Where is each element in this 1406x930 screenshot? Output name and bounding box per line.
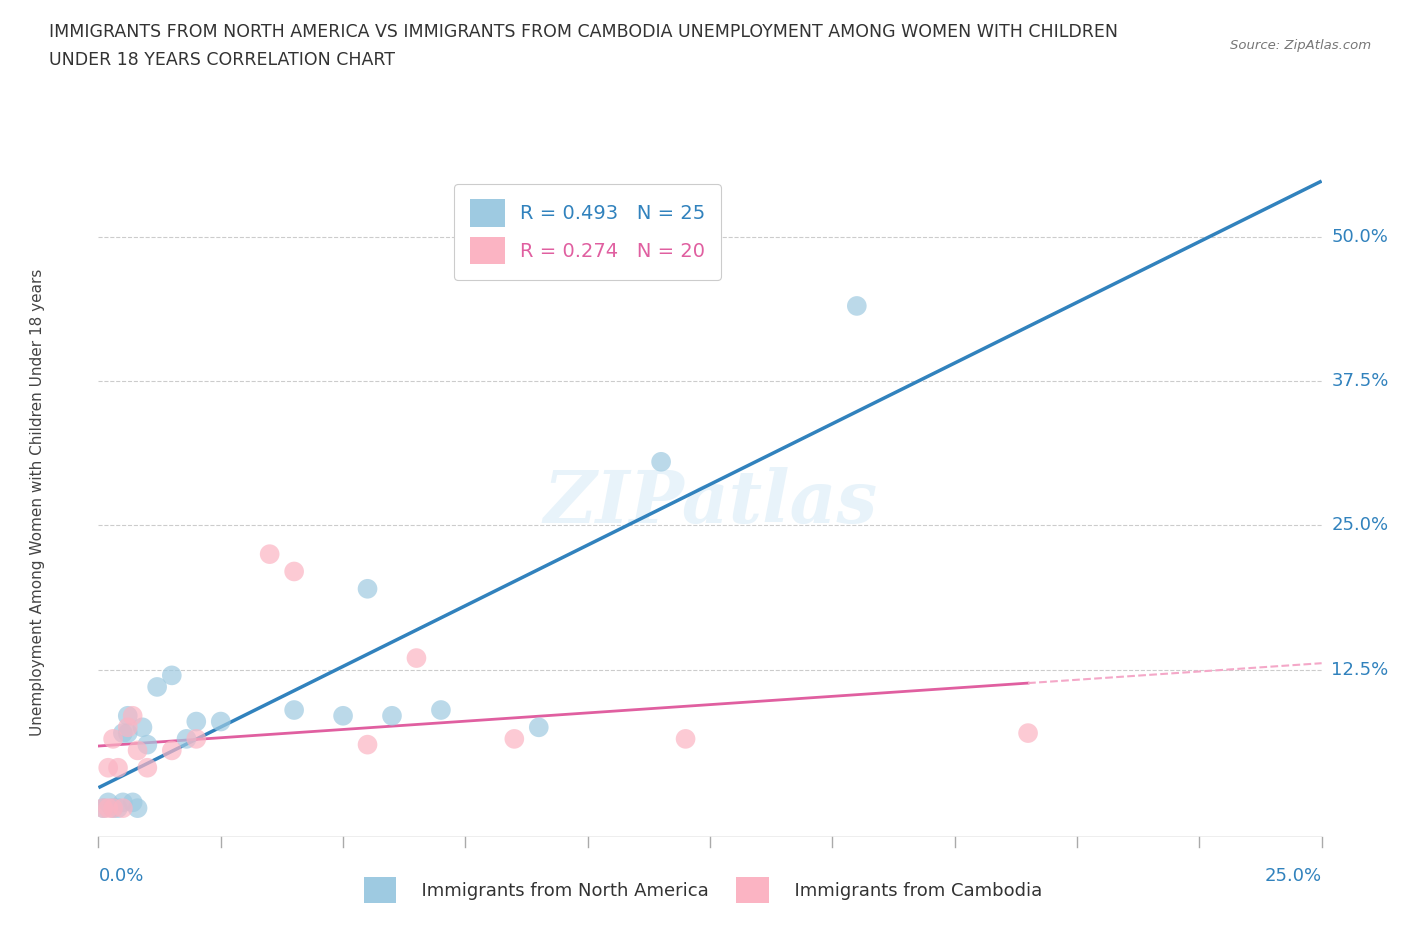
Point <box>381 709 404 724</box>
Point <box>503 731 526 746</box>
Text: Unemployment Among Women with Children Under 18 years: Unemployment Among Women with Children U… <box>30 269 45 736</box>
Point <box>101 731 124 746</box>
Point <box>176 731 198 746</box>
Point <box>97 801 120 816</box>
Text: 25.0%: 25.0% <box>1264 867 1322 885</box>
Point <box>405 651 427 666</box>
Point <box>356 737 378 752</box>
Text: 0.0%: 0.0% <box>98 867 143 885</box>
Point <box>97 795 120 810</box>
Text: 50.0%: 50.0% <box>1331 228 1388 246</box>
Point <box>136 761 159 776</box>
Text: UNDER 18 YEARS CORRELATION CHART: UNDER 18 YEARS CORRELATION CHART <box>49 51 395 69</box>
Point <box>356 581 378 596</box>
Legend: R = 0.493   N = 25, R = 0.274   N = 20: R = 0.493 N = 25, R = 0.274 N = 20 <box>454 184 721 280</box>
Text: ZIPatlas: ZIPatlas <box>543 467 877 538</box>
Text: 25.0%: 25.0% <box>1331 516 1389 535</box>
Point <box>650 455 672 470</box>
Point <box>283 564 305 578</box>
Point <box>91 801 114 816</box>
Point <box>186 731 208 746</box>
Point <box>259 547 281 562</box>
Point <box>121 795 143 810</box>
Point <box>160 743 183 758</box>
Point <box>91 801 114 816</box>
Point <box>527 720 550 735</box>
Point <box>117 720 139 735</box>
Text: IMMIGRANTS FROM NORTH AMERICA VS IMMIGRANTS FROM CAMBODIA UNEMPLOYMENT AMONG WOM: IMMIGRANTS FROM NORTH AMERICA VS IMMIGRA… <box>49 23 1118 41</box>
Point <box>332 709 354 724</box>
Point <box>283 702 305 717</box>
Point <box>675 731 697 746</box>
Point <box>136 737 159 752</box>
Point <box>117 725 139 740</box>
Point <box>107 801 129 816</box>
Point <box>131 720 153 735</box>
Legend:   Immigrants from North America,   Immigrants from Cambodia: Immigrants from North America, Immigrant… <box>354 868 1052 911</box>
Point <box>97 761 120 776</box>
Point <box>209 714 232 729</box>
Point <box>117 709 139 724</box>
Point <box>111 801 134 816</box>
Point <box>845 299 868 313</box>
Point <box>107 761 129 776</box>
Point <box>127 743 149 758</box>
Text: 37.5%: 37.5% <box>1331 372 1389 390</box>
Text: Source: ZipAtlas.com: Source: ZipAtlas.com <box>1230 39 1371 52</box>
Point <box>186 714 208 729</box>
Text: 12.5%: 12.5% <box>1331 660 1389 679</box>
Point <box>111 725 134 740</box>
Point <box>430 702 453 717</box>
Point <box>121 709 143 724</box>
Point <box>101 801 124 816</box>
Point <box>146 680 169 695</box>
Point <box>160 668 183 683</box>
Point <box>101 801 124 816</box>
Point <box>111 795 134 810</box>
Point <box>1017 725 1039 740</box>
Point <box>127 801 149 816</box>
